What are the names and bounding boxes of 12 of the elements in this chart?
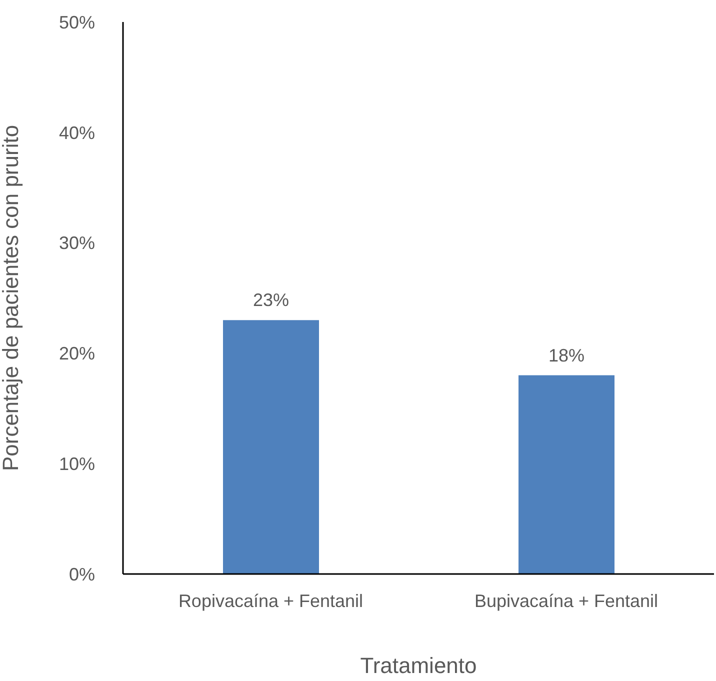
x-tick-label: Bupivacaína + Fentanil	[474, 590, 658, 611]
x-tick-label: Ropivacaína + Fentanil	[178, 590, 364, 611]
y-tick-label: 20%	[58, 344, 95, 364]
y-axis-title: Porcentaje de pacientes con prurito	[0, 124, 23, 472]
y-tick-label: 50%	[58, 12, 95, 32]
y-tick-label: 0%	[68, 564, 95, 584]
y-tick-label: 10%	[58, 454, 95, 474]
y-tick-label: 30%	[58, 233, 95, 254]
y-tick-label: 40%	[58, 122, 95, 143]
data-label: 23%	[252, 290, 290, 310]
x-axis-title: Tratamiento	[360, 653, 477, 678]
data-label: 18%	[548, 345, 585, 366]
